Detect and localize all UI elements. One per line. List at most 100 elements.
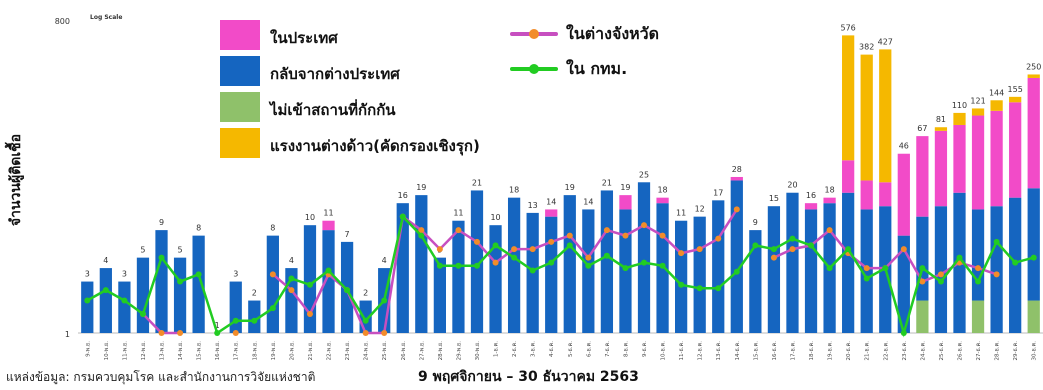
bar-value-label: 10 bbox=[305, 213, 315, 222]
bar-segment bbox=[916, 300, 929, 333]
x-tick-label: 15-ธ.ค. bbox=[752, 341, 759, 361]
series-point bbox=[306, 281, 313, 288]
bar-value-label: 21 bbox=[472, 178, 482, 187]
x-tick-label: 19-ธ.ค. bbox=[827, 341, 834, 361]
scale-note: Log Scale bbox=[90, 14, 123, 21]
series-point bbox=[511, 246, 518, 253]
series-point bbox=[158, 330, 165, 336]
x-tick-label: 8-ธ.ค. bbox=[622, 341, 629, 357]
bar-value-label: 5 bbox=[178, 246, 183, 255]
series-point bbox=[381, 297, 388, 304]
x-tick-label: 25-พ.ย. bbox=[382, 341, 388, 361]
series-point bbox=[566, 242, 573, 249]
x-tick-label: 7-ธ.ค. bbox=[604, 341, 611, 357]
series-point bbox=[288, 275, 295, 282]
bar-value-label: 2 bbox=[252, 289, 257, 298]
series-point bbox=[659, 232, 666, 239]
bar-value-label: 81 bbox=[936, 115, 946, 124]
bar-segment bbox=[934, 130, 948, 207]
y-tick-label: 1 bbox=[65, 330, 70, 339]
bar-segment bbox=[730, 180, 743, 333]
x-tick-label: 11-ธ.ค. bbox=[678, 341, 685, 361]
x-tick-label: 14-ธ.ค. bbox=[734, 341, 741, 361]
legend-label-no-quarantine: ไม่เข้าสถานที่กักกัน bbox=[270, 101, 396, 119]
bar-segment bbox=[507, 197, 521, 333]
series-point bbox=[269, 305, 276, 312]
series-point bbox=[455, 227, 462, 234]
bar-value-label: 14 bbox=[546, 197, 556, 206]
series-point bbox=[548, 238, 555, 245]
series-point bbox=[622, 232, 629, 239]
legend-label-migrant-workers: แรงงานต่างด้าว(คัดกรองเชิงรุก) bbox=[270, 137, 480, 155]
bar-value-label: 16 bbox=[806, 191, 816, 200]
series-point bbox=[158, 254, 165, 261]
bar-value-label: 20 bbox=[787, 181, 797, 190]
x-tick-label: 3-ธ.ค. bbox=[530, 341, 537, 357]
series-point bbox=[641, 259, 648, 266]
series-point bbox=[733, 268, 740, 275]
x-tick-label: 28-ธ.ค. bbox=[994, 341, 1001, 361]
x-tick-label: 17-ธ.ค. bbox=[789, 341, 796, 361]
bar-segment bbox=[433, 257, 446, 333]
bar-segment bbox=[842, 35, 855, 161]
bar-segment bbox=[842, 192, 855, 333]
bar-value-label: 3 bbox=[233, 270, 238, 279]
bar-segment bbox=[712, 200, 725, 333]
bar-segment bbox=[489, 225, 502, 333]
bar-segment bbox=[860, 209, 873, 333]
series-point bbox=[177, 278, 184, 285]
series-point bbox=[956, 254, 963, 261]
x-tick-label: 18-พ.ย. bbox=[252, 341, 258, 361]
bar-segment bbox=[656, 197, 669, 204]
bar-segment bbox=[1027, 77, 1040, 189]
x-tick-label: 10-ธ.ค. bbox=[660, 341, 667, 361]
bar-value-label: 13 bbox=[528, 201, 538, 210]
x-tick-label: 25-ธ.ค. bbox=[938, 341, 945, 361]
series-point bbox=[473, 262, 480, 269]
series-point bbox=[306, 311, 313, 318]
legend-dot-bangkok bbox=[529, 64, 539, 74]
bar-segment bbox=[693, 216, 706, 333]
x-tick-label: 20-ธ.ค. bbox=[845, 341, 852, 361]
series-point bbox=[975, 265, 982, 272]
series-point bbox=[900, 246, 907, 253]
series-point bbox=[919, 278, 926, 285]
bar-value-label: 121 bbox=[970, 96, 985, 105]
y-axis-title: จำนวนผู้ติดเชื้อ bbox=[8, 133, 24, 227]
source-note: แหล่งข้อมูล: กรมควบคุมโรค และสำนักงานการ… bbox=[6, 370, 316, 384]
series-point bbox=[789, 235, 796, 242]
x-tick-label: 2-ธ.ค. bbox=[511, 341, 518, 357]
bar-segment bbox=[971, 108, 985, 116]
bar-segment bbox=[934, 127, 948, 131]
series-point bbox=[585, 254, 592, 261]
bar-segment bbox=[971, 115, 985, 210]
series-point bbox=[418, 227, 425, 234]
series-point bbox=[344, 287, 351, 294]
bar-segment bbox=[767, 206, 781, 333]
bar-segment bbox=[582, 209, 595, 333]
series-point bbox=[177, 330, 184, 336]
bar-segment bbox=[415, 195, 428, 333]
bar-value-label: 12 bbox=[695, 205, 705, 214]
x-tick-label: 27-ธ.ค. bbox=[975, 341, 982, 361]
bar-value-label: 28 bbox=[732, 165, 742, 174]
bar-segment bbox=[545, 216, 558, 333]
series-point bbox=[529, 246, 536, 253]
bar-value-label: 17 bbox=[713, 188, 723, 197]
bar-value-label: 19 bbox=[416, 183, 426, 192]
bar-segment bbox=[916, 216, 929, 301]
bar-segment bbox=[229, 281, 242, 333]
series-point bbox=[678, 250, 685, 257]
legend-swatch-overseas bbox=[220, 56, 260, 86]
bar-value-label: 18 bbox=[824, 186, 834, 195]
series-point bbox=[362, 317, 369, 324]
x-tick-label: 6-ธ.ค. bbox=[585, 341, 592, 357]
series-point bbox=[511, 254, 518, 261]
legend-dot-provinces bbox=[529, 29, 539, 39]
series-point bbox=[529, 267, 536, 274]
series-point bbox=[436, 246, 443, 253]
series-point bbox=[139, 311, 146, 318]
series-point bbox=[826, 227, 833, 234]
bar-value-label: 19 bbox=[565, 183, 575, 192]
bar-value-label: 8 bbox=[270, 224, 275, 233]
